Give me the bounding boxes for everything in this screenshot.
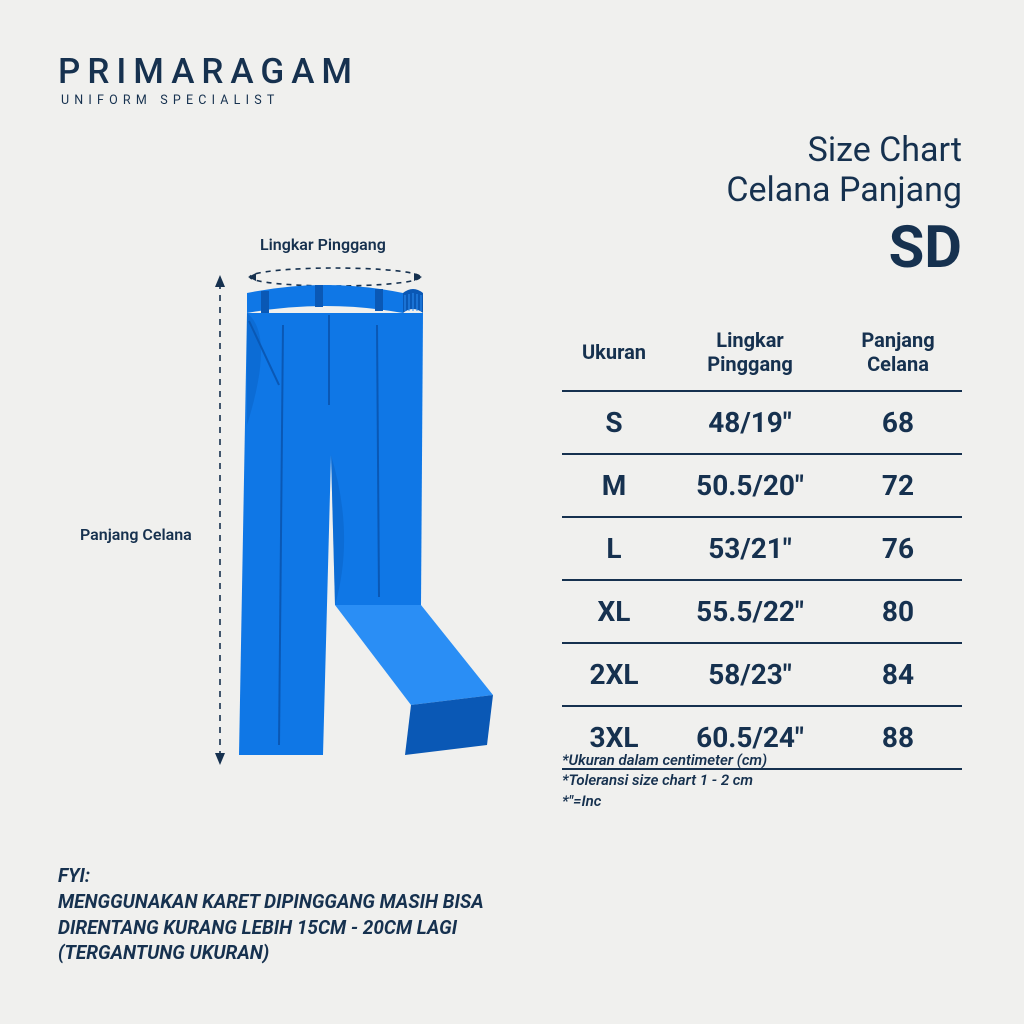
table-cell: 76 bbox=[834, 517, 962, 580]
table-body: S48/19"68M50.5/20"72L53/21"76XL55.5/22"8… bbox=[562, 391, 962, 769]
table-cell: 53/21" bbox=[666, 517, 834, 580]
footnote-line: *Ukuran dalam centimeter (cm) bbox=[562, 750, 962, 770]
table-header-cell: PanjangCelana bbox=[834, 320, 962, 391]
table-header-cell: Ukuran bbox=[562, 320, 666, 391]
footnotes: *Ukuran dalam centimeter (cm)*Toleransi … bbox=[562, 750, 962, 811]
table-cell: 55.5/22" bbox=[666, 580, 834, 643]
title-block: Size Chart Celana Panjang SD bbox=[726, 130, 962, 282]
waist-label: Lingkar Pinggang bbox=[260, 235, 386, 254]
table-cell: 2XL bbox=[562, 643, 666, 706]
fyi-line: MENGGUNAKAN KARET DIPINGGANG MASIH BISA bbox=[58, 889, 598, 915]
table-row: XL55.5/22"80 bbox=[562, 580, 962, 643]
fyi-block: FYI: MENGGUNAKAN KARET DIPINGGANG MASIH … bbox=[58, 863, 598, 966]
table-cell: 48/19" bbox=[666, 391, 834, 454]
table-row: 2XL58/23"84 bbox=[562, 643, 962, 706]
title-line-1: Size Chart bbox=[726, 130, 962, 170]
table-row: S48/19"68 bbox=[562, 391, 962, 454]
table-cell: 58/23" bbox=[666, 643, 834, 706]
table-row: M50.5/20"72 bbox=[562, 454, 962, 517]
table-cell: XL bbox=[562, 580, 666, 643]
table-cell: L bbox=[562, 517, 666, 580]
table-cell: 80 bbox=[834, 580, 962, 643]
brand-tagline: UNIFORM SPECIALIST bbox=[61, 93, 359, 108]
table-cell: 50.5/20" bbox=[666, 454, 834, 517]
table-cell: M bbox=[562, 454, 666, 517]
fyi-line: DIRENTANG KURANG LEBIH 15CM - 20CM LAGI bbox=[58, 915, 598, 941]
table-row: L53/21"76 bbox=[562, 517, 962, 580]
table-cell: S bbox=[562, 391, 666, 454]
table-header-row: UkuranLingkarPinggangPanjangCelana bbox=[562, 320, 962, 391]
length-label: Panjang Celana bbox=[80, 525, 192, 544]
table-cell: 68 bbox=[834, 391, 962, 454]
footnote-line: *Toleransi size chart 1 - 2 cm bbox=[562, 770, 962, 790]
size-table: UkuranLingkarPinggangPanjangCelana S48/1… bbox=[562, 320, 962, 770]
brand-name: PRIMARAGAM bbox=[58, 54, 359, 89]
table-cell: 84 bbox=[834, 643, 962, 706]
title-category: SD bbox=[726, 214, 962, 282]
footnote-line: *"=Inc bbox=[562, 791, 962, 811]
size-chart-page: PRIMARAGAM UNIFORM SPECIALIST Size Chart… bbox=[0, 0, 1024, 1024]
length-arrow bbox=[210, 275, 230, 765]
table-cell: 72 bbox=[834, 454, 962, 517]
pants-illustration bbox=[235, 275, 495, 765]
measurement-diagram: Lingkar Pinggang Panjang Celana bbox=[80, 235, 520, 795]
fyi-heading: FYI: bbox=[58, 863, 598, 889]
fyi-line: (TERGANTUNG UKURAN) bbox=[58, 940, 598, 966]
table-header-cell: LingkarPinggang bbox=[666, 320, 834, 391]
title-line-2: Celana Panjang bbox=[726, 170, 962, 210]
brand-logo: PRIMARAGAM UNIFORM SPECIALIST bbox=[58, 54, 359, 108]
